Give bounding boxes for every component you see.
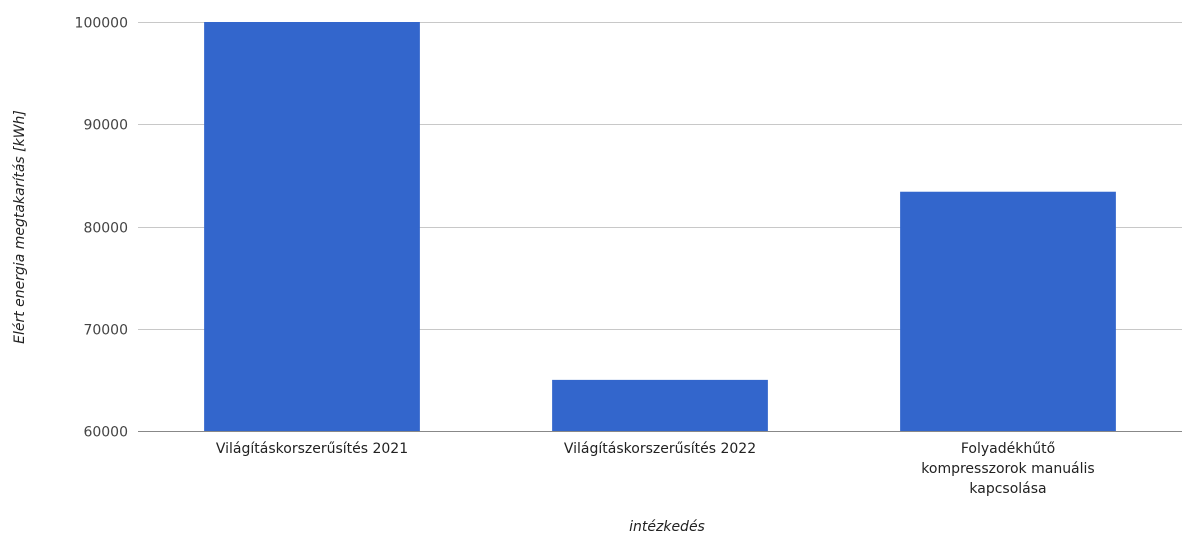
bars [204,22,1116,431]
x-category-label: Világításkorszerűsítés 2022 [564,441,756,457]
x-axis-title: intézkedés [629,519,705,535]
y-tick-label: 60000 [83,425,128,441]
y-tick-label: 80000 [83,221,128,237]
bar [204,22,420,431]
bar [900,191,1116,431]
y-tick-label: 90000 [83,118,128,134]
y-tick-label: 70000 [83,323,128,339]
x-category-labels: Világításkorszerűsítés 2021 Világításkors… [216,441,1095,497]
x-category-label: Világításkorszerűsítés 2021 [216,441,408,457]
x-category-label: Folyadékhűtő kompresszorok manuális kapcso… [921,441,1094,497]
bar [552,379,768,431]
y-tick-labels: 60000 70000 80000 90000 100000 [75,16,128,441]
y-axis-title: Elért energia megtakarítás [kWh] [12,110,28,344]
y-tick-label: 100000 [75,16,128,32]
